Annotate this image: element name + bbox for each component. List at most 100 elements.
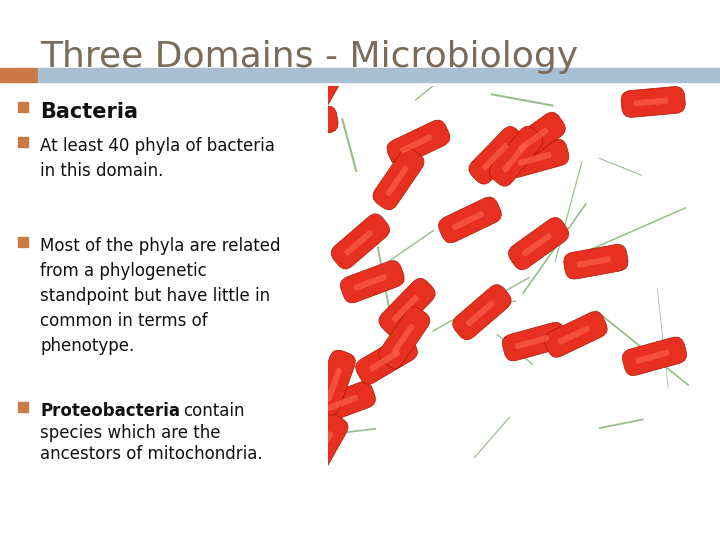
FancyBboxPatch shape [275, 258, 320, 323]
FancyBboxPatch shape [379, 278, 436, 336]
FancyBboxPatch shape [369, 350, 400, 372]
FancyBboxPatch shape [120, 373, 158, 439]
Text: Three Domains - Microbiology: Three Domains - Microbiology [40, 40, 578, 74]
FancyBboxPatch shape [508, 218, 569, 270]
FancyBboxPatch shape [387, 0, 449, 42]
FancyBboxPatch shape [55, 270, 97, 335]
FancyBboxPatch shape [267, 308, 299, 329]
FancyBboxPatch shape [224, 83, 253, 109]
FancyBboxPatch shape [521, 233, 552, 256]
FancyBboxPatch shape [162, 296, 181, 330]
FancyBboxPatch shape [391, 324, 415, 355]
FancyBboxPatch shape [505, 139, 569, 178]
FancyBboxPatch shape [344, 230, 373, 256]
FancyBboxPatch shape [354, 274, 387, 291]
FancyBboxPatch shape [241, 191, 271, 214]
FancyBboxPatch shape [385, 165, 409, 196]
FancyBboxPatch shape [226, 400, 243, 434]
FancyBboxPatch shape [253, 217, 287, 234]
FancyBboxPatch shape [210, 162, 264, 222]
FancyBboxPatch shape [544, 312, 607, 357]
FancyBboxPatch shape [564, 245, 628, 279]
FancyBboxPatch shape [274, 106, 338, 141]
FancyBboxPatch shape [287, 276, 306, 309]
FancyBboxPatch shape [223, 179, 248, 208]
FancyBboxPatch shape [269, 218, 283, 253]
FancyBboxPatch shape [373, 148, 424, 210]
FancyBboxPatch shape [73, 166, 111, 232]
FancyBboxPatch shape [225, 352, 236, 387]
FancyBboxPatch shape [292, 0, 346, 52]
Bar [18, 402, 28, 412]
FancyBboxPatch shape [341, 261, 404, 303]
FancyBboxPatch shape [400, 134, 433, 153]
FancyBboxPatch shape [356, 335, 418, 384]
FancyBboxPatch shape [430, 44, 494, 83]
FancyBboxPatch shape [267, 165, 290, 195]
Bar [18, 102, 28, 112]
FancyBboxPatch shape [240, 204, 305, 246]
FancyBboxPatch shape [557, 326, 590, 345]
FancyBboxPatch shape [503, 322, 567, 361]
FancyBboxPatch shape [228, 175, 289, 227]
Text: contain: contain [183, 402, 245, 420]
FancyBboxPatch shape [635, 349, 670, 364]
FancyBboxPatch shape [300, 414, 348, 477]
FancyBboxPatch shape [312, 431, 333, 463]
FancyBboxPatch shape [325, 395, 358, 411]
FancyBboxPatch shape [254, 147, 306, 210]
FancyBboxPatch shape [469, 126, 526, 184]
Text: Bacteria: Bacteria [40, 102, 138, 122]
Bar [0, 68, 38, 82]
Text: Most of the phyla are related
from a phylogenetic
standpoint but have little in
: Most of the phyla are related from a phy… [40, 237, 281, 355]
FancyBboxPatch shape [215, 382, 256, 448]
FancyBboxPatch shape [19, 364, 53, 430]
FancyBboxPatch shape [143, 259, 178, 325]
FancyBboxPatch shape [400, 0, 429, 8]
Bar [38, 68, 720, 82]
FancyBboxPatch shape [181, 66, 202, 98]
FancyBboxPatch shape [215, 334, 248, 400]
FancyBboxPatch shape [505, 112, 565, 165]
FancyBboxPatch shape [518, 127, 549, 152]
FancyBboxPatch shape [312, 381, 375, 424]
FancyBboxPatch shape [212, 108, 254, 173]
FancyBboxPatch shape [451, 211, 484, 231]
Text: Proteobacteria: Proteobacteria [40, 402, 180, 420]
FancyBboxPatch shape [22, 276, 52, 342]
FancyBboxPatch shape [466, 301, 495, 327]
FancyBboxPatch shape [287, 118, 321, 129]
FancyBboxPatch shape [246, 82, 309, 128]
FancyBboxPatch shape [154, 276, 166, 312]
FancyBboxPatch shape [224, 126, 240, 160]
Text: ancestors of mitochondria.: ancestors of mitochondria. [40, 445, 263, 463]
FancyBboxPatch shape [482, 143, 509, 171]
FancyBboxPatch shape [131, 391, 145, 426]
FancyBboxPatch shape [516, 335, 549, 349]
FancyBboxPatch shape [305, 9, 330, 38]
FancyBboxPatch shape [401, 8, 432, 29]
FancyBboxPatch shape [489, 126, 543, 186]
FancyBboxPatch shape [621, 86, 685, 117]
FancyBboxPatch shape [314, 350, 356, 415]
FancyBboxPatch shape [211, 67, 269, 122]
FancyBboxPatch shape [331, 214, 390, 269]
FancyBboxPatch shape [67, 288, 84, 322]
FancyBboxPatch shape [443, 57, 477, 71]
FancyBboxPatch shape [387, 120, 450, 166]
FancyBboxPatch shape [453, 285, 511, 340]
FancyBboxPatch shape [150, 279, 195, 343]
FancyBboxPatch shape [32, 294, 41, 329]
FancyBboxPatch shape [168, 49, 217, 112]
FancyBboxPatch shape [30, 382, 41, 417]
Text: species which are the: species which are the [40, 423, 220, 442]
FancyBboxPatch shape [85, 184, 99, 218]
FancyBboxPatch shape [376, 35, 403, 62]
FancyBboxPatch shape [387, 0, 446, 21]
FancyBboxPatch shape [502, 143, 527, 173]
FancyBboxPatch shape [379, 307, 430, 368]
FancyBboxPatch shape [305, 45, 353, 108]
FancyBboxPatch shape [438, 197, 501, 243]
FancyBboxPatch shape [325, 368, 342, 402]
FancyBboxPatch shape [317, 62, 338, 94]
